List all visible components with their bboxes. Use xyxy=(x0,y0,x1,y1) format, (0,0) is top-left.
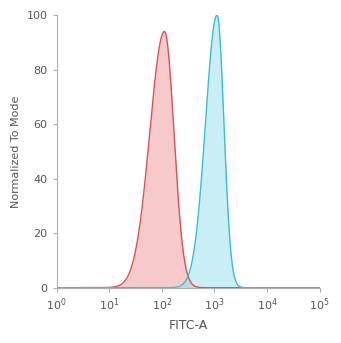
X-axis label: FITC-A: FITC-A xyxy=(168,319,208,332)
Y-axis label: Normalized To Mode: Normalized To Mode xyxy=(11,95,21,208)
